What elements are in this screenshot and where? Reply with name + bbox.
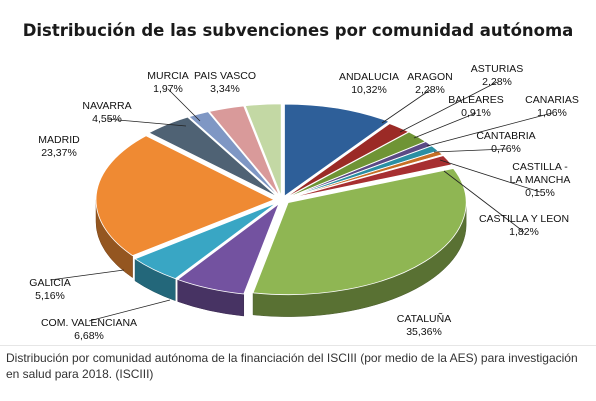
leader-com-valenciana — [88, 299, 171, 322]
leader-castilla-la-mancha — [439, 159, 541, 193]
label-aragon: ARAGON 2,28% — [407, 71, 453, 96]
label-com-valenciana: COM. VALENCIANA 6,68% — [41, 317, 137, 342]
leader-asturias — [399, 81, 498, 133]
value-canarias: 1,06% — [537, 107, 567, 119]
leader-aragon — [381, 89, 431, 124]
value-galicia: 5,16% — [35, 290, 65, 302]
slice-madrid — [95, 135, 275, 257]
chart-area: Distribución de las subvenciones por com… — [0, 21, 596, 346]
slice-galicia — [134, 202, 277, 280]
value-andalucia: 10,32% — [351, 84, 387, 96]
slice-cataluna — [252, 168, 467, 296]
slice-pais-vasco — [208, 105, 280, 197]
chart-title: Distribución de las subvenciones por com… — [22, 21, 574, 40]
value-castilla-la-mancha: 0,15% — [525, 187, 555, 199]
slice-unlabeled — [244, 103, 282, 197]
label-navarra: NAVARRA 4,55% — [82, 100, 131, 125]
pie-chart: ANDALUCIA 10,32% ARAGON 2,28% ASTURIAS 2,28% B… — [29, 63, 579, 342]
figure-caption: Distribución por comunidad autónoma de l… — [6, 351, 578, 381]
leader-cantabria — [433, 148, 507, 153]
slice-castilla-y-leon — [286, 155, 453, 200]
label-andalucia: ANDALUCIA 10,32% — [339, 71, 399, 96]
label-murcia: MURCIA 1,97% — [147, 70, 188, 95]
leader-navarra — [106, 118, 187, 127]
label-castilla-y-leon: CASTILLA Y LEON 1,82% — [479, 213, 569, 238]
value-aragon: 2,28% — [415, 84, 445, 96]
value-madrid: 23,37% — [41, 147, 77, 159]
leader-murcia — [167, 88, 201, 122]
leader-galicia — [49, 269, 125, 281]
leader-baleares — [413, 112, 477, 139]
value-castilla-y-leon: 1,82% — [509, 226, 539, 238]
label-baleares: BALEARES 0,91% — [448, 94, 503, 119]
label-canarias: CANARIAS 1,06% — [525, 94, 579, 119]
label-cantabria: CANTABRIA 0,76% — [476, 130, 535, 155]
label-galicia: GALICIA 5,16% — [29, 277, 70, 302]
label-madrid: MADRID 23,37% — [38, 134, 80, 159]
leader-castilla-y-leon — [443, 170, 525, 233]
label-cataluna: CATALUÑA 35,36% — [397, 312, 451, 338]
slice-murcia — [188, 111, 279, 197]
slice-labels: ANDALUCIA 10,32% ARAGON 2,28% ASTURIAS 2,28% B… — [29, 63, 579, 342]
slice-andalucia — [284, 103, 390, 197]
value-com-valenciana: 6,68% — [74, 330, 104, 342]
value-navarra: 4,55% — [92, 113, 122, 125]
value-murcia: 1,97% — [153, 83, 183, 95]
leader-canarias — [426, 112, 553, 147]
value-baleares: 0,91% — [461, 107, 491, 119]
label-castilla-la-mancha: CASTILLA -LA MANCHA 0,15% — [510, 161, 571, 199]
pie-top-layer — [95, 103, 467, 296]
slice-aragon — [284, 123, 410, 199]
value-pais-vasco: 3,34% — [210, 83, 240, 95]
value-cantabria: 0,76% — [491, 143, 521, 155]
label-pais-vasco: PAIS VASCO 3,34% — [194, 70, 256, 95]
value-cataluna: 35,36% — [406, 326, 442, 338]
slice-com-valenciana — [176, 202, 280, 295]
value-asturias: 2,28% — [482, 76, 512, 88]
label-asturias: ASTURIAS 2,28% — [471, 63, 524, 88]
